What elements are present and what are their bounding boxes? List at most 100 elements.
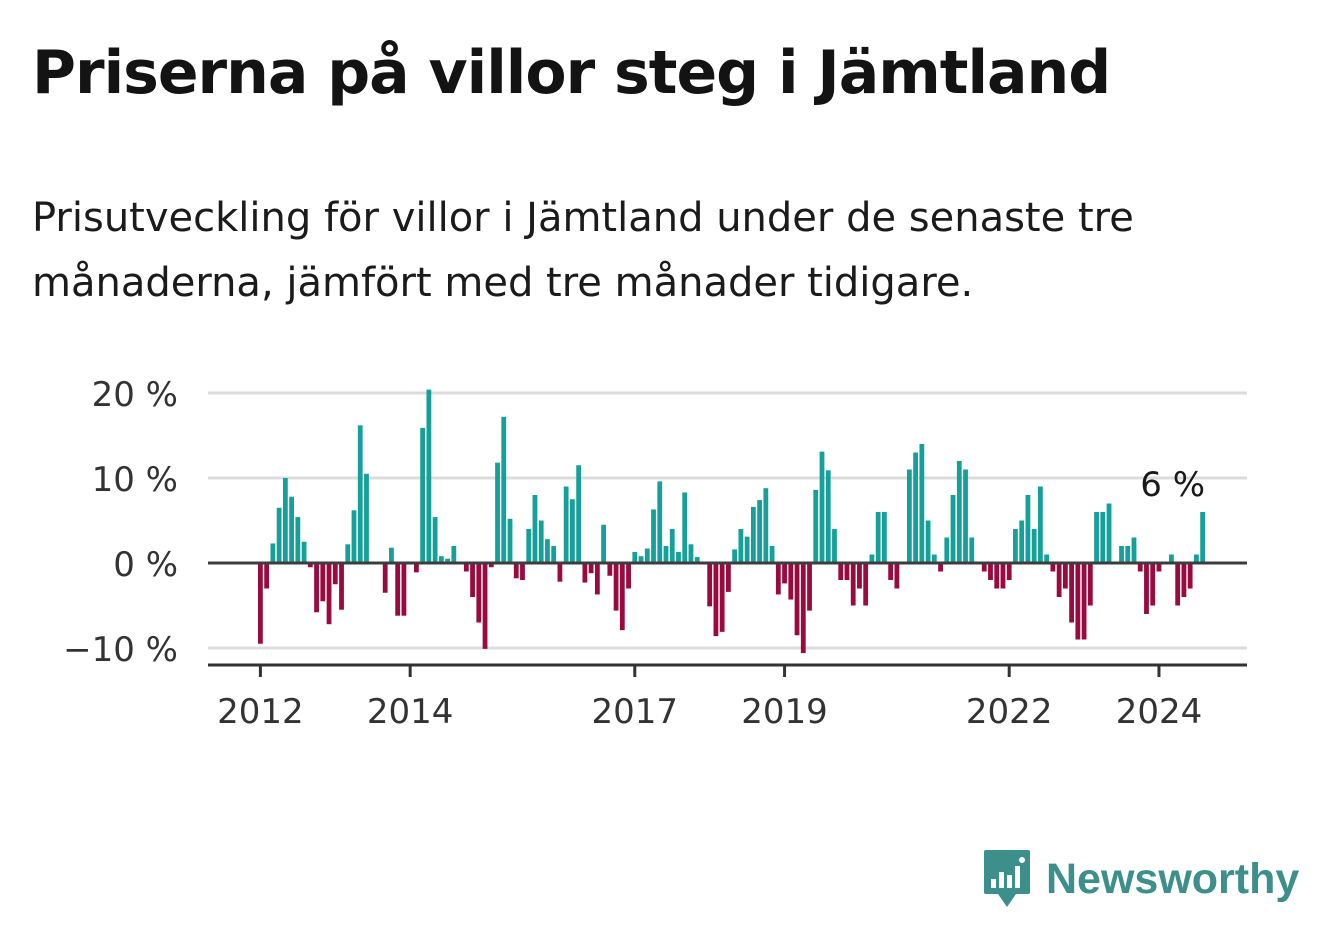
bar [332, 563, 338, 585]
bar [1006, 563, 1012, 580]
bar [476, 563, 482, 623]
bar [657, 481, 663, 563]
bar [607, 563, 613, 576]
bar [644, 548, 650, 563]
bar [401, 563, 407, 616]
bar [482, 563, 488, 649]
bar [389, 547, 394, 563]
bar [1087, 563, 1093, 606]
bar [264, 563, 270, 589]
bar [1100, 512, 1106, 563]
y-tick-label: −10 % [63, 630, 178, 670]
bar [669, 529, 675, 563]
bar [719, 563, 725, 632]
bar [420, 427, 426, 563]
bar [1081, 563, 1087, 640]
bar [582, 563, 588, 583]
bar [707, 563, 713, 607]
bar [307, 563, 313, 568]
bar [875, 512, 881, 563]
bar [981, 563, 987, 572]
bar [788, 563, 794, 600]
bar [488, 563, 494, 568]
bar [426, 389, 432, 563]
bar [551, 546, 557, 563]
bar [988, 563, 993, 580]
bar [395, 563, 401, 616]
bar [445, 558, 450, 563]
bar [351, 510, 357, 563]
bar [726, 563, 731, 592]
bar [888, 563, 894, 580]
bar [414, 563, 419, 573]
bar [931, 554, 937, 563]
bar [339, 563, 344, 610]
x-tick-label: 2022 [966, 692, 1053, 732]
bar [738, 529, 744, 563]
bar [601, 524, 606, 563]
bar [882, 512, 887, 563]
bar [663, 546, 669, 563]
axes: 20 % 10 % 0 % −10 % 2012 2014 2017 2019 2022 2024… [63, 375, 1247, 732]
bar [863, 563, 869, 606]
bar [913, 452, 918, 563]
bar [570, 499, 575, 563]
bar [1025, 495, 1031, 563]
bar [495, 462, 500, 563]
bar [576, 465, 582, 563]
bar [438, 556, 444, 563]
bar [320, 563, 326, 602]
bar [563, 486, 569, 563]
brand-logo: Newsworthy [982, 848, 1299, 910]
x-tick-label: 2017 [592, 692, 679, 732]
y-tick-label: 0 % [113, 545, 178, 585]
bar [938, 563, 943, 572]
y-tick-label: 10 % [92, 460, 178, 500]
bar [651, 509, 656, 563]
bars [258, 389, 1206, 654]
x-tick-label: 2024 [1116, 692, 1203, 732]
bar [538, 520, 544, 563]
bar [925, 520, 931, 563]
bar [769, 546, 775, 563]
bar [1050, 563, 1056, 572]
bar [757, 500, 762, 563]
bar [688, 544, 694, 563]
x-tick-label: 2014 [367, 692, 454, 732]
bar [326, 563, 332, 625]
bar [507, 518, 513, 563]
bar [1169, 554, 1174, 563]
bar [513, 563, 519, 579]
bar [969, 537, 975, 563]
bar [813, 489, 819, 563]
bar [613, 563, 619, 611]
bar-chart-speech-bubble-icon [984, 850, 1030, 907]
bar [1062, 563, 1068, 589]
chart-subtitle: Prisutveckling för villor i Jämtland und… [32, 195, 1134, 306]
bar [744, 536, 750, 563]
bar [850, 563, 856, 606]
bar [682, 492, 688, 563]
bar [1125, 546, 1131, 563]
bar [775, 563, 781, 595]
bar [1038, 486, 1043, 563]
brand-name: Newsworthy [1046, 854, 1300, 903]
last-value-annotation: 6 % [1140, 465, 1205, 505]
bar [1150, 563, 1156, 606]
bar [1075, 563, 1081, 640]
x-tick-label: 2012 [217, 692, 304, 732]
bar [357, 425, 363, 563]
bar [832, 529, 837, 563]
bar [1156, 563, 1162, 572]
bar [638, 556, 644, 563]
bar [906, 469, 912, 563]
bar [289, 496, 294, 563]
chart-title: Priserna på villor steg i Jämtland [32, 38, 1111, 108]
bar [432, 517, 438, 563]
bar [950, 495, 956, 563]
bar [894, 563, 900, 589]
bar [295, 517, 301, 563]
bar [838, 563, 844, 580]
bar [345, 544, 351, 563]
bar [676, 551, 681, 563]
